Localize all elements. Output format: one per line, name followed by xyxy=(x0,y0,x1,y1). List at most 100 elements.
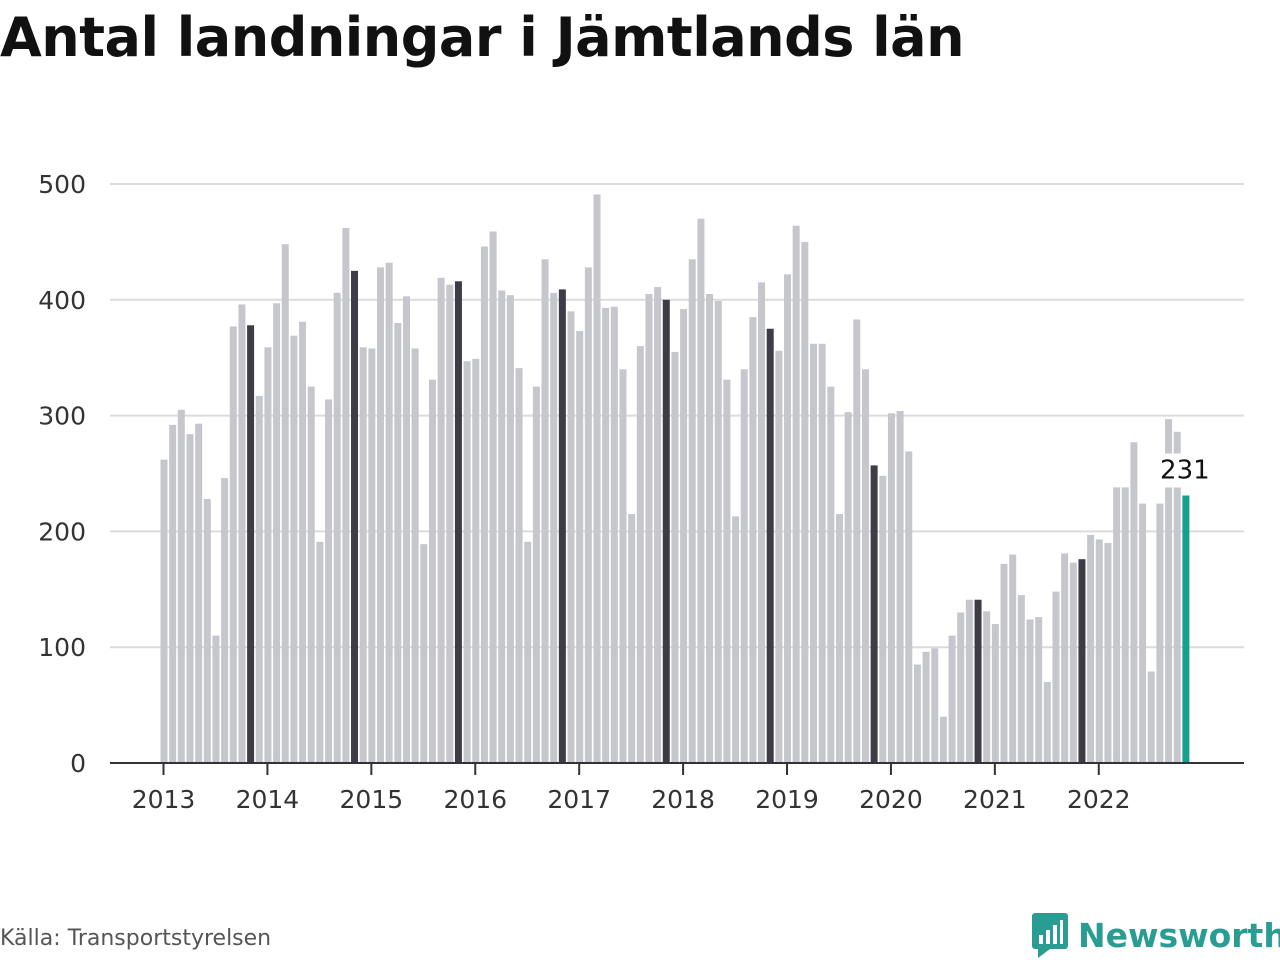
bar xyxy=(186,434,194,763)
bar xyxy=(931,648,939,763)
bar xyxy=(212,635,220,763)
bar xyxy=(221,478,229,763)
bar xyxy=(983,611,991,763)
bar xyxy=(1000,563,1008,763)
bar xyxy=(835,514,843,763)
bar xyxy=(654,287,662,763)
bar xyxy=(307,386,315,763)
last-value-label: 231 xyxy=(1160,456,1210,486)
bar xyxy=(558,289,566,763)
bar xyxy=(402,296,410,763)
bar xyxy=(1052,591,1060,763)
bar xyxy=(532,386,540,763)
y-tick-label: 200 xyxy=(38,517,86,546)
bar xyxy=(273,303,281,763)
bar xyxy=(567,311,575,763)
bar xyxy=(351,270,359,763)
x-tick-label: 2018 xyxy=(651,785,715,814)
bar xyxy=(714,300,722,763)
x-tick-label: 2015 xyxy=(340,785,404,814)
bar xyxy=(1182,495,1190,763)
bar xyxy=(264,347,272,763)
y-tick-label: 400 xyxy=(38,286,86,315)
bar xyxy=(636,346,644,763)
bar xyxy=(870,465,878,763)
bar xyxy=(446,284,454,763)
bar xyxy=(203,498,211,763)
bar xyxy=(792,225,800,764)
bar xyxy=(628,514,636,763)
bar xyxy=(472,358,480,763)
bar xyxy=(177,409,185,763)
bar xyxy=(1147,671,1155,763)
x-tick-label: 2021 xyxy=(963,785,1027,814)
bar xyxy=(454,281,462,763)
bar xyxy=(593,194,601,763)
bar xyxy=(965,599,973,763)
bar xyxy=(411,348,419,763)
bar xyxy=(480,246,488,764)
bar xyxy=(420,544,428,763)
bar xyxy=(1017,595,1025,763)
bar xyxy=(584,267,592,763)
bar xyxy=(784,274,792,763)
bar xyxy=(974,599,982,763)
bar xyxy=(913,664,921,763)
bar xyxy=(576,331,584,763)
bar xyxy=(1130,442,1138,763)
bar xyxy=(922,651,930,763)
bar xyxy=(290,335,298,763)
bars xyxy=(160,194,1190,764)
bar xyxy=(680,309,688,763)
bar xyxy=(325,399,333,763)
bar xyxy=(515,368,523,763)
x-tick-label: 2016 xyxy=(443,785,507,814)
bar xyxy=(394,322,402,763)
bar xyxy=(887,413,895,763)
x-tick-label: 2017 xyxy=(547,785,611,814)
y-tick-label: 500 xyxy=(38,170,86,199)
bar xyxy=(697,218,705,764)
bar xyxy=(810,343,817,763)
bar xyxy=(541,259,549,763)
bar xyxy=(749,317,757,763)
x-tick-label: 2019 xyxy=(755,785,819,814)
bar xyxy=(238,304,246,763)
bar xyxy=(385,262,393,763)
bar xyxy=(428,379,436,763)
x-tick-label: 2022 xyxy=(1067,785,1131,814)
newsworthy-logo-icon xyxy=(1032,913,1068,958)
source-note: Källa: Transportstyrelsen xyxy=(0,926,272,951)
bar xyxy=(1113,487,1121,763)
bar xyxy=(550,292,558,763)
y-tick-label: 0 xyxy=(70,749,86,778)
bar xyxy=(896,410,904,763)
bar xyxy=(1173,431,1181,763)
bar xyxy=(437,277,445,763)
y-tick-label: 300 xyxy=(38,402,86,431)
bar xyxy=(498,290,506,763)
bar xyxy=(844,412,852,763)
bar xyxy=(1009,554,1017,763)
bar xyxy=(316,541,324,763)
bar xyxy=(1087,534,1095,763)
data-labels: 231 xyxy=(1158,453,1211,488)
bar xyxy=(758,282,766,763)
y-axis-ticks: 0 100 200 300 400 500 xyxy=(38,170,86,778)
bar xyxy=(229,326,237,763)
y-tick-label: 100 xyxy=(38,633,86,662)
bar xyxy=(732,516,740,763)
x-tick-label: 2020 xyxy=(859,785,923,814)
data-label-background xyxy=(1158,453,1211,488)
chart-title: Antal landningar i Jämtlands län xyxy=(0,6,965,69)
bar xyxy=(861,369,869,763)
bar xyxy=(905,451,913,763)
bar xyxy=(1026,619,1034,763)
newsworthy-logo: Newsworthy xyxy=(1030,910,1280,960)
newsworthy-logo-text: Newsworthy xyxy=(1078,915,1280,955)
bar xyxy=(195,423,203,763)
bar xyxy=(602,307,610,763)
bar xyxy=(671,351,679,763)
bar xyxy=(1156,503,1164,763)
bar xyxy=(853,319,861,763)
